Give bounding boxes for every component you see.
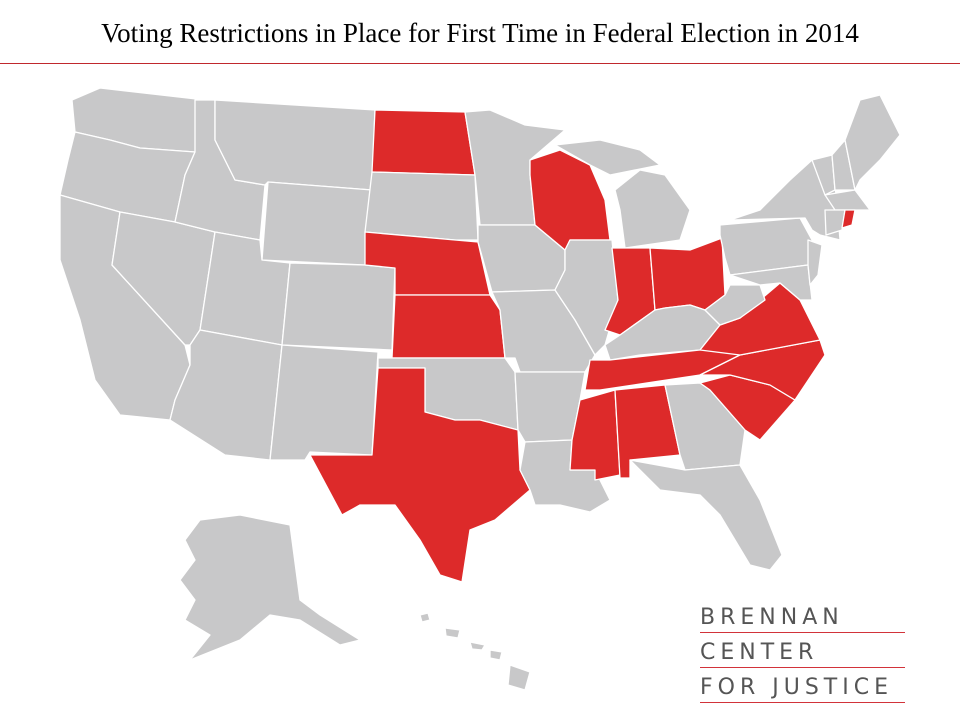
state [824, 189, 871, 211]
logo: BRENNAN CENTER FOR JUSTICE [700, 604, 905, 709]
title-rule [0, 63, 960, 64]
restricted-state [841, 209, 856, 229]
state [261, 181, 373, 266]
state [269, 344, 379, 461]
restricted-state [371, 109, 476, 176]
state [364, 171, 479, 241]
alaska [179, 514, 361, 661]
state [469, 641, 486, 651]
logo-line: CENTER [700, 639, 905, 668]
state [507, 664, 531, 691]
state [489, 649, 503, 661]
restricted-state [649, 237, 726, 311]
logo-line: BRENNAN [700, 604, 905, 633]
title: Voting Restrictions in Place for First T… [101, 18, 859, 48]
logo-line: FOR JUSTICE [700, 674, 905, 703]
state [807, 239, 823, 286]
state [419, 612, 431, 623]
state [554, 239, 619, 356]
state [614, 169, 691, 249]
state [281, 262, 396, 351]
state [844, 94, 901, 191]
state [704, 284, 766, 326]
state [824, 209, 846, 236]
state [629, 459, 783, 571]
state [554, 139, 661, 176]
hawaii [419, 612, 531, 691]
state [169, 329, 283, 461]
restricted-state [391, 294, 506, 359]
restricted-state [309, 367, 531, 583]
state [179, 514, 361, 661]
states [59, 87, 901, 583]
state [444, 627, 461, 639]
state [214, 99, 376, 191]
